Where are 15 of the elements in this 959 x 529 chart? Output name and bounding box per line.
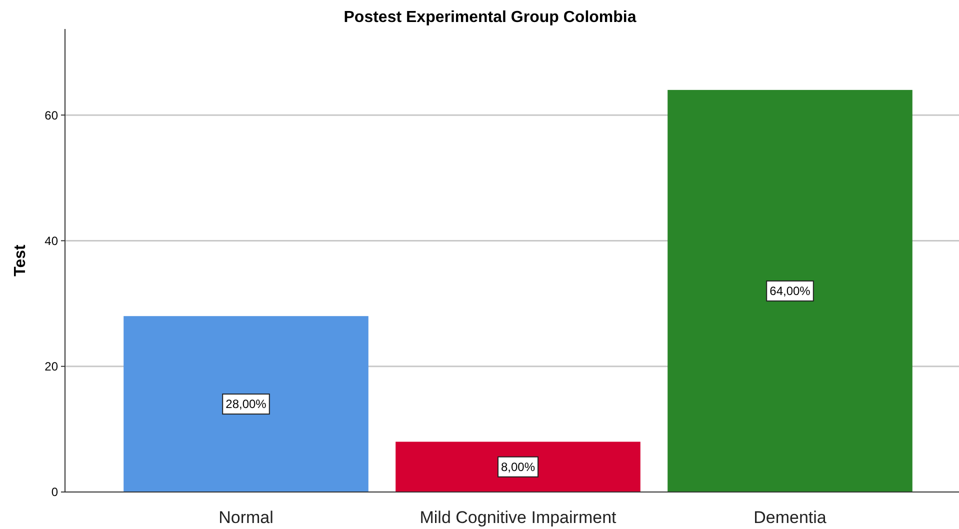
y-axis-title: Test [12, 244, 29, 276]
bar [124, 316, 368, 492]
y-tick-label: 40 [44, 234, 58, 248]
y-tick-label: 60 [44, 108, 58, 122]
bar [396, 442, 640, 492]
x-tick-label: Dementia [754, 508, 827, 527]
x-tick-label: Mild Cognitive Impairment [420, 508, 617, 527]
bar [668, 90, 912, 492]
data-label: 28,00% [226, 397, 267, 412]
data-label: 64,00% [770, 284, 811, 298]
chart-title: Postest Experimental Group Colombia [344, 9, 636, 26]
data-label: 8,00% [500, 460, 536, 474]
x-tick-label: Normal [218, 508, 274, 527]
y-tick-label: 20 [44, 360, 58, 374]
y-tick-label: 0 [51, 485, 58, 500]
